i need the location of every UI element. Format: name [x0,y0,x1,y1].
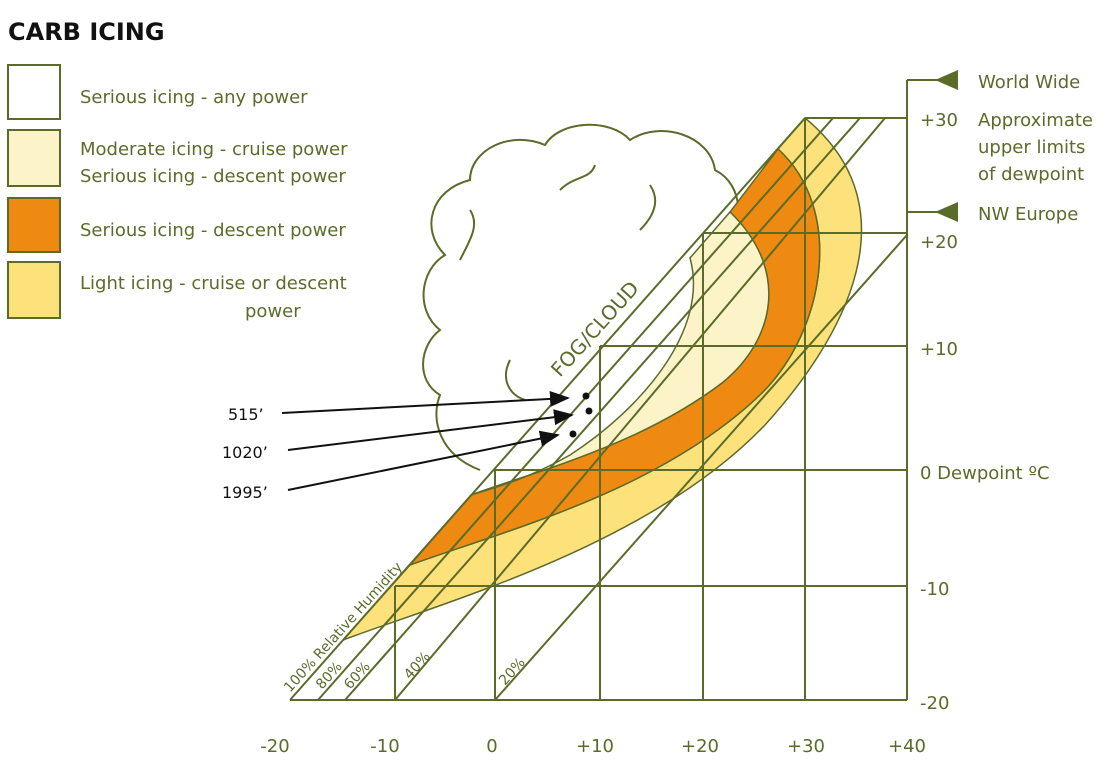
legend-swatch [8,130,60,186]
limit-note: of dewpoint [978,164,1084,185]
x-tick-label: +40 [888,736,926,757]
limit-label: NW Europe [978,204,1078,225]
x-tick-label: -10 [370,736,399,757]
y-tick-label: +10 [920,339,958,360]
y-tick-label: +30 [920,110,958,131]
limit-note: Approximate [978,110,1093,131]
humidity-label: 60% [341,659,374,693]
y-tick-label: -20 [920,693,949,714]
limit-label: World Wide [978,72,1080,93]
altitude-label: 515’ [228,405,264,424]
humidity-label: 40% [401,649,434,683]
dot [583,393,590,400]
x-tick-label: +20 [681,736,719,757]
legend-swatch [8,198,60,252]
legend-label: Serious icing - descent power [80,166,346,187]
legend-label: power [245,301,301,322]
fog-label: FOG/CLOUD [546,276,644,381]
dot [586,408,593,415]
x-tick-label: +30 [787,736,825,757]
legend-swatch [8,262,60,318]
limit-arrows [935,70,958,222]
legend-label: Serious icing - descent power [80,220,346,241]
limit-note: upper limits [978,137,1085,158]
x-tick-label: +10 [576,736,614,757]
humidity-label: 100% Relative Humidity [281,559,406,695]
altitude-label: 1995’ [222,483,268,502]
page: {"title": "CARB ICING", "legend": [ {"li… [0,0,1119,761]
diagram: CARB ICING Serious icing - any power Mod… [0,0,1119,761]
y-tick-label: 0 Dewpoint ºC [920,463,1050,484]
body: CARB ICING Serious icing - any power Mod… [0,0,1119,761]
legend-swatch [8,65,60,119]
dot [570,431,577,438]
x-tick-label: 0 [486,736,497,757]
y-tick-label: -10 [920,579,949,600]
x-tick-label: -20 [260,736,289,757]
y-tick-label: +20 [920,232,958,253]
title: CARB ICING [8,18,165,46]
legend-label: Serious icing - any power [80,87,308,108]
legend-label: Light icing - cruise or descent [80,273,347,294]
legend-label: Moderate icing - cruise power [80,139,348,160]
humidity-label: 20% [496,655,529,689]
altitude-label: 1020’ [222,443,268,462]
